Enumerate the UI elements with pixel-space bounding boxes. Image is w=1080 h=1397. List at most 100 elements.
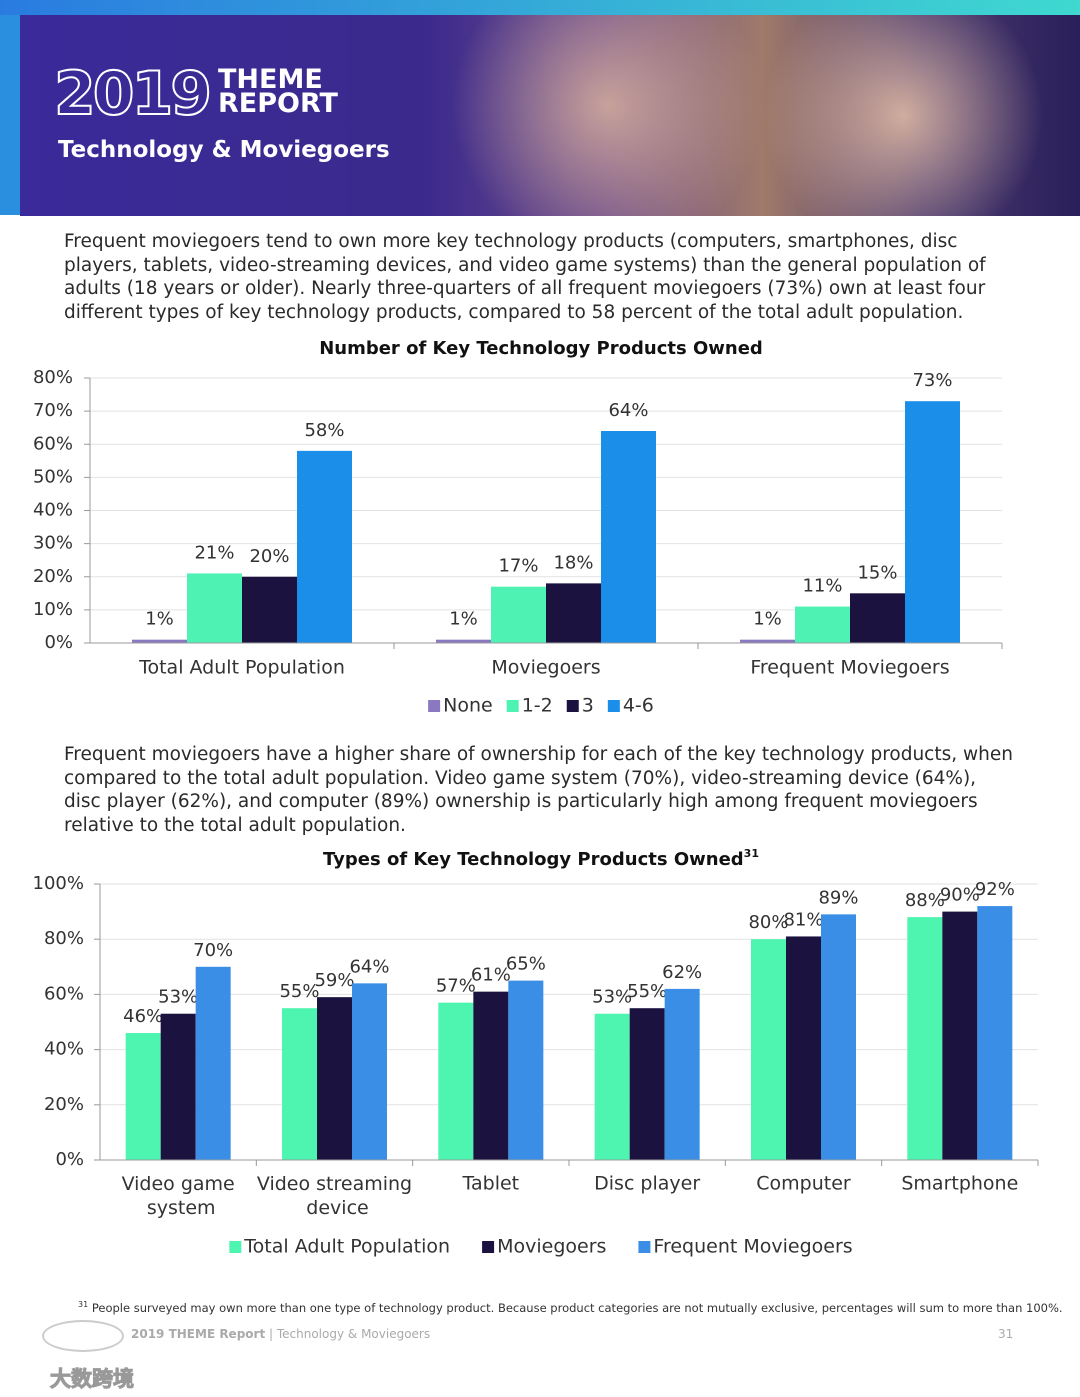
value-label: 53% <box>592 987 632 1008</box>
chart-title: Number of Key Technology Products Owned <box>319 338 763 359</box>
legend-label: Frequent Moviegoers <box>653 1236 852 1258</box>
bar <box>740 639 795 643</box>
value-label: 21% <box>194 542 234 563</box>
footnote-number: 31 <box>78 1300 89 1309</box>
header-year: 2019 <box>53 58 213 130</box>
legend-swatch <box>428 700 441 712</box>
bar <box>594 1013 630 1160</box>
legend-label: 3 <box>582 695 594 717</box>
footer: 2019 THEME Report | Technology & Moviego… <box>131 1327 431 1341</box>
watermark: 大数跨境 <box>50 1367 135 1392</box>
value-label: 57% <box>436 976 476 997</box>
legend-label: 1-2 <box>522 695 553 717</box>
value-label: 58% <box>304 420 344 441</box>
bar <box>438 1002 474 1160</box>
value-label: 1% <box>449 609 478 630</box>
bar <box>907 917 943 1160</box>
y-tick-label: 10% <box>33 599 73 620</box>
header-subtitle: Technology & Moviegoers <box>58 137 390 163</box>
legend-swatch <box>566 700 579 712</box>
y-tick-label: 80% <box>44 928 84 949</box>
bar <box>160 1013 196 1160</box>
header-brand-top: THEME <box>218 64 323 95</box>
value-label: 55% <box>279 981 319 1002</box>
x-tick-label: Disc player <box>594 1173 700 1195</box>
value-label: 65% <box>506 954 546 975</box>
y-tick-label: 60% <box>33 433 73 454</box>
x-tick-label: Frequent Moviegoers <box>750 657 949 679</box>
chart-title-text: Types of Key Technology Products Owned <box>323 849 744 870</box>
value-label: 1% <box>145 609 174 630</box>
value-label: 64% <box>349 956 389 977</box>
y-tick-label: 0% <box>55 1149 84 1170</box>
footnote: 31 People surveyed may own more than one… <box>78 1300 1063 1315</box>
footer-section: Technology & Moviegoers <box>276 1327 431 1341</box>
page-number: 31 <box>998 1327 1014 1341</box>
left-stripe <box>0 15 20 215</box>
bar <box>601 431 656 643</box>
footnote-text: People surveyed may own more than one ty… <box>91 1300 1063 1315</box>
header-brand-bottom: REPORT <box>218 88 338 119</box>
y-tick-label: 70% <box>33 400 73 421</box>
header-banner: 2019 THEME REPORT Technology & Moviegoer… <box>20 15 1080 216</box>
chart-title: Types of Key Technology Products Owned31 <box>323 847 759 870</box>
paragraph: Frequent moviegoers tend to own more key… <box>64 231 986 323</box>
bar <box>850 593 905 643</box>
top-stripe <box>0 0 1080 15</box>
y-tick-label: 40% <box>44 1039 84 1060</box>
legend-label: None <box>443 695 493 717</box>
bar <box>977 906 1013 1160</box>
value-label: 11% <box>802 576 842 597</box>
legend-label: Moviegoers <box>497 1236 606 1258</box>
bar <box>436 639 491 643</box>
value-label: 62% <box>662 962 702 983</box>
bar <box>821 914 856 1160</box>
bar <box>751 939 786 1160</box>
legend: Total Adult Population Moviegoers Frequent… <box>229 1236 853 1258</box>
bar <box>132 639 187 643</box>
y-tick-label: 20% <box>44 1094 84 1115</box>
value-label: 64% <box>608 400 648 421</box>
value-label: 55% <box>627 981 667 1002</box>
value-label: 73% <box>912 370 952 391</box>
y-tick-label: 50% <box>33 466 73 487</box>
bar <box>187 573 242 643</box>
y-tick-label: 30% <box>33 533 73 554</box>
x-tick-label: Computer <box>756 1173 851 1195</box>
bar <box>352 983 387 1160</box>
bar <box>297 450 352 643</box>
legend-swatch <box>229 1241 242 1253</box>
bar <box>195 966 231 1160</box>
value-label: 59% <box>314 970 354 991</box>
value-label: 1% <box>753 609 782 630</box>
value-label: 46% <box>123 1006 163 1027</box>
value-label: 80% <box>748 912 788 933</box>
x-tick-label: Video streaming device <box>257 1173 412 1219</box>
legend: None 1-2 3 4-6 <box>428 695 654 717</box>
legend-label: Total Adult Population <box>243 1236 450 1258</box>
bar <box>317 997 352 1160</box>
legend-swatch <box>506 700 519 712</box>
bar <box>125 1033 161 1160</box>
value-label: 88% <box>905 890 945 911</box>
chart-title-text: Number of Key Technology Products Owned <box>319 338 763 359</box>
bar <box>629 1008 665 1160</box>
legend-label: 4-6 <box>623 695 654 717</box>
bar <box>282 1008 317 1160</box>
value-label: 81% <box>783 909 823 930</box>
y-tick-label: 20% <box>33 566 73 587</box>
value-label: 90% <box>940 885 980 906</box>
bar <box>942 911 978 1160</box>
x-tick-label: Tablet <box>462 1173 520 1195</box>
bar <box>664 988 700 1160</box>
footer-brand: 2019 THEME Report <box>131 1327 266 1341</box>
x-tick-label: Smartphone <box>901 1173 1018 1195</box>
value-label: 61% <box>471 965 511 986</box>
legend-swatch <box>638 1241 651 1253</box>
value-label: 20% <box>249 546 289 567</box>
value-label: 17% <box>498 556 538 577</box>
x-tick-label: Video game system <box>122 1173 235 1219</box>
bar <box>491 586 546 643</box>
x-tick-label: Moviegoers <box>491 657 600 679</box>
